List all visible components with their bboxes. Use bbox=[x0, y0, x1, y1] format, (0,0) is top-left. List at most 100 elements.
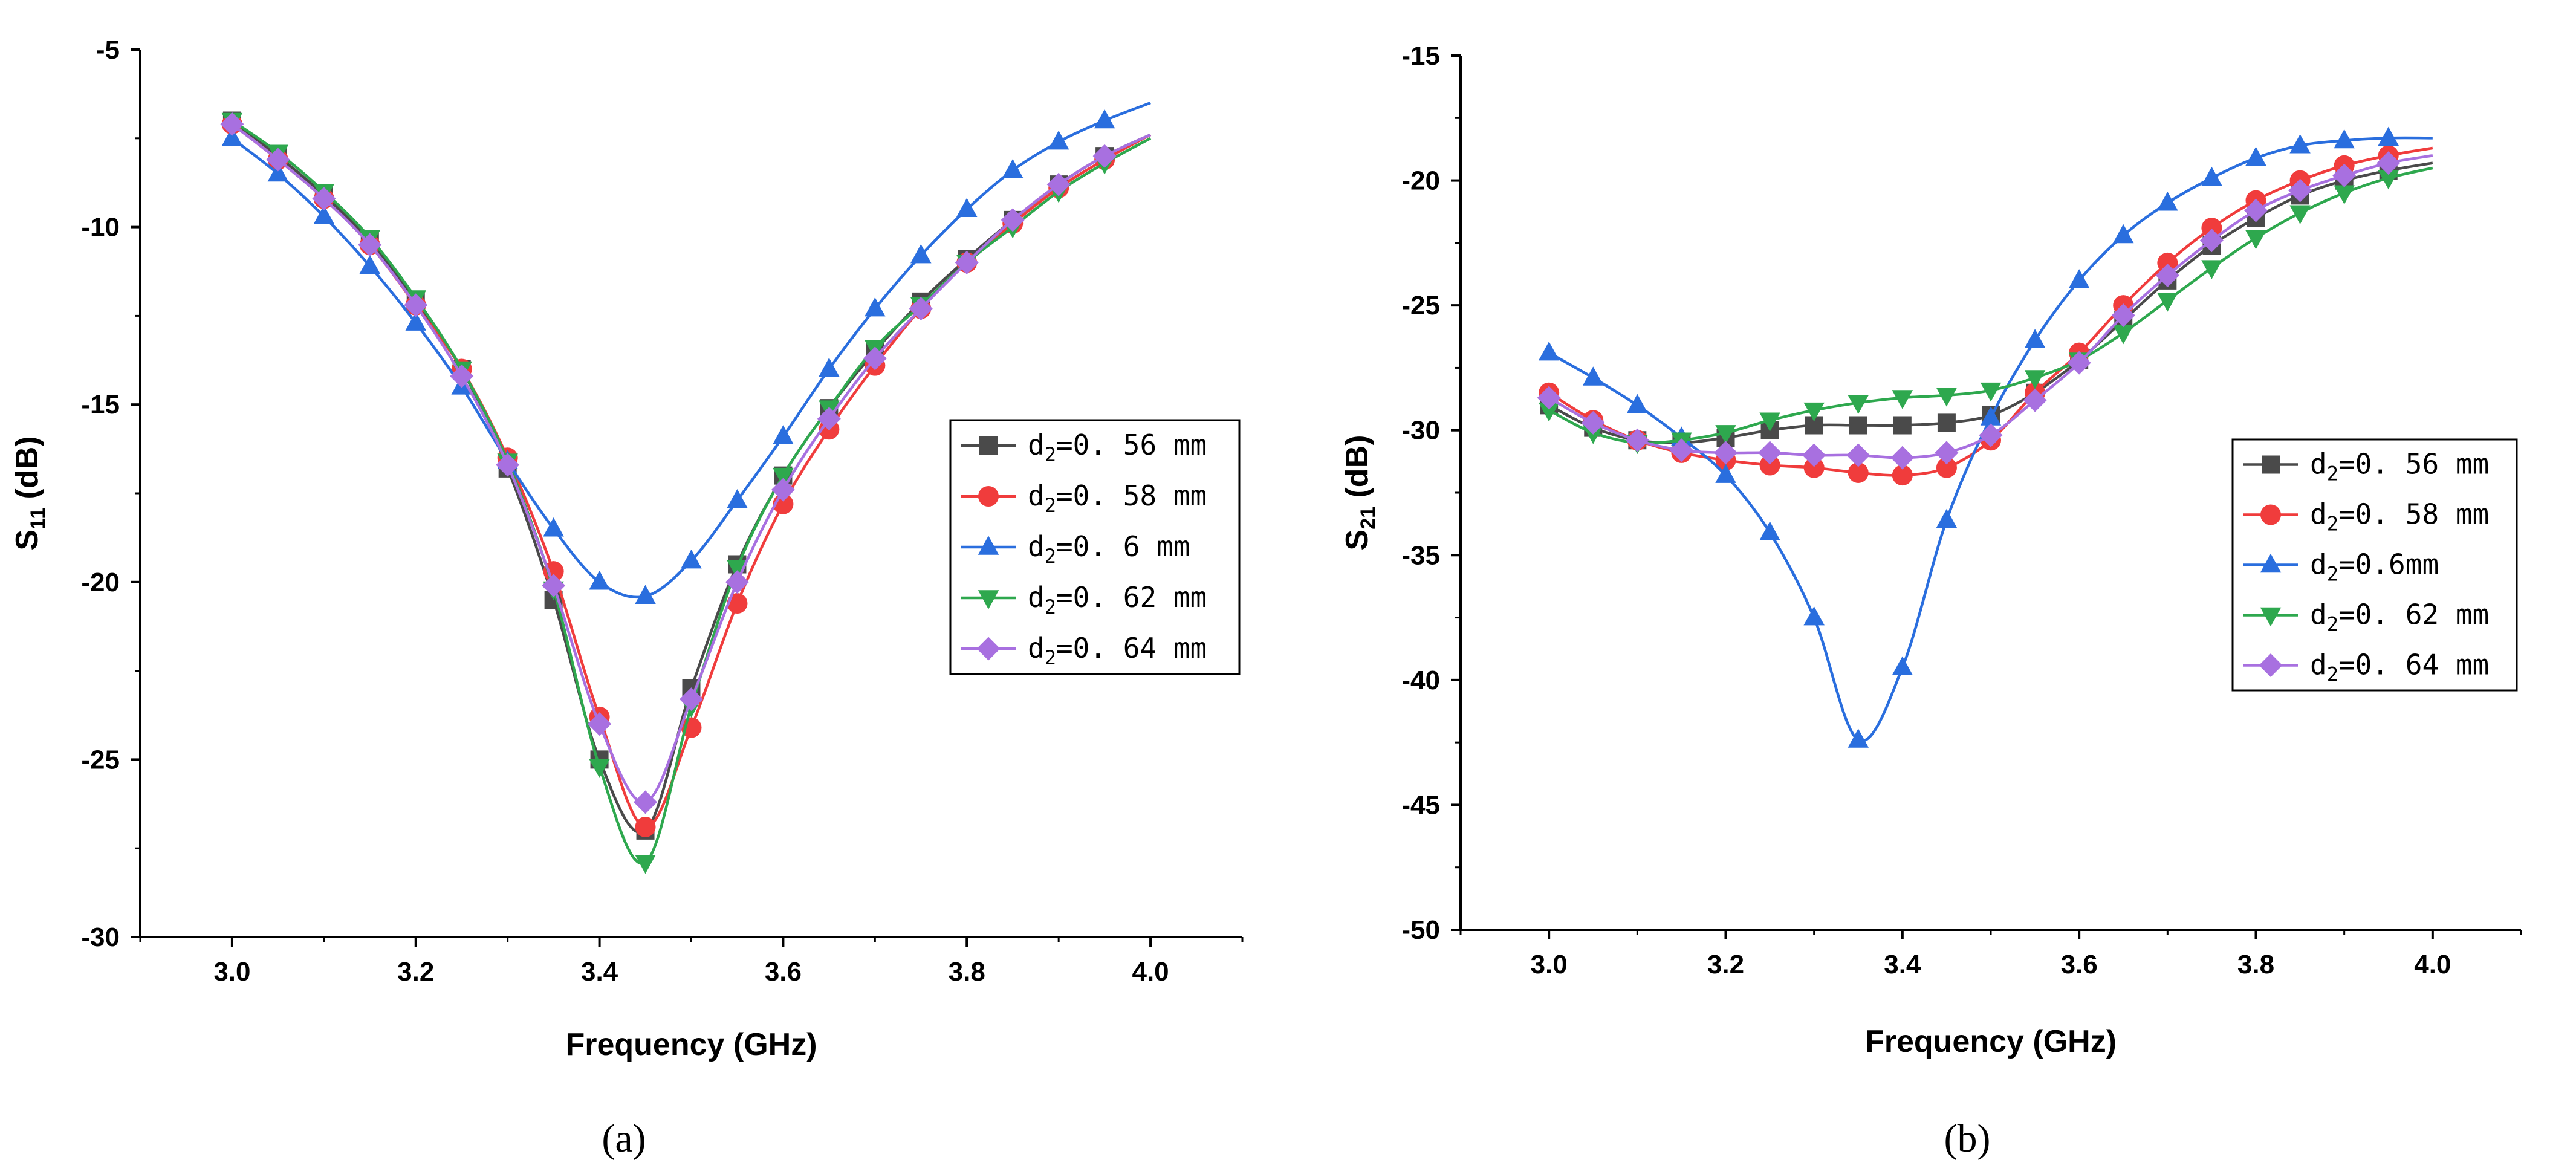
legend-label: d2=0. 6 mm bbox=[1028, 530, 1190, 568]
legend-marker bbox=[2260, 553, 2282, 573]
data-point bbox=[313, 205, 335, 224]
y-axis-title-main: S bbox=[10, 530, 45, 551]
data-point bbox=[1893, 416, 1912, 435]
data-point bbox=[543, 517, 564, 537]
legend-label: d2=0. 58 mm bbox=[2310, 498, 2489, 536]
data-point bbox=[1583, 425, 1604, 444]
data-point bbox=[2201, 218, 2222, 239]
data-point bbox=[404, 293, 428, 317]
legend-box bbox=[2231, 438, 2518, 692]
panel-caption: (b) bbox=[1944, 1117, 1991, 1161]
data-point bbox=[2024, 370, 2046, 389]
data-point bbox=[1581, 410, 1605, 435]
series-2 bbox=[1538, 126, 2433, 748]
data-point bbox=[1936, 457, 1957, 478]
data-point bbox=[496, 453, 520, 477]
data-point bbox=[1848, 728, 1869, 748]
legend-label: d2=0.6mm bbox=[2310, 548, 2439, 586]
data-point bbox=[1537, 386, 1561, 410]
y-tick-label: -45 bbox=[1401, 790, 1440, 820]
x-tick-label: 3.4 bbox=[1884, 950, 1921, 979]
y-tick-label: -40 bbox=[1401, 666, 1440, 695]
data-point bbox=[2376, 151, 2401, 175]
data-point bbox=[405, 311, 426, 331]
data-point bbox=[1803, 606, 1825, 626]
data-point bbox=[727, 560, 748, 580]
data-point bbox=[1759, 521, 1780, 540]
y-axis-title: S21 (dB) bbox=[1340, 435, 1380, 551]
data-point bbox=[1714, 441, 1737, 465]
data-point bbox=[2201, 166, 2222, 186]
y-tick-label: -10 bbox=[81, 213, 120, 242]
data-point bbox=[1980, 406, 2002, 426]
series-4 bbox=[1537, 151, 2433, 470]
y-tick-label: -25 bbox=[81, 745, 120, 774]
y-tick-label: -30 bbox=[81, 923, 120, 952]
x-axis-title: Frequency (GHz) bbox=[1865, 1024, 2117, 1059]
x-tick-label: 3.2 bbox=[397, 957, 434, 987]
y-axis-title-sub: 21 bbox=[1357, 507, 1380, 530]
data-point bbox=[1758, 441, 1782, 465]
data-point bbox=[1936, 508, 1958, 528]
data-point bbox=[773, 425, 794, 444]
data-point bbox=[1802, 443, 1826, 467]
y-tick-label: -20 bbox=[1401, 166, 1440, 196]
data-point bbox=[727, 488, 748, 508]
data-point bbox=[266, 148, 290, 172]
x-tick-label: 4.0 bbox=[2414, 950, 2451, 979]
y-tick-label: -15 bbox=[81, 390, 120, 420]
x-tick-label: 3.0 bbox=[213, 957, 250, 987]
data-point bbox=[2334, 129, 2355, 149]
legend-marker bbox=[2259, 653, 2283, 677]
data-point bbox=[2067, 351, 2091, 375]
legend-marker bbox=[2260, 607, 2282, 627]
data-point bbox=[819, 357, 840, 377]
data-point bbox=[865, 297, 886, 317]
data-point bbox=[909, 297, 933, 321]
legend-marker bbox=[978, 590, 999, 609]
data-point bbox=[2157, 293, 2178, 312]
legend-marker bbox=[976, 637, 1001, 661]
y-tick-label: -25 bbox=[1401, 291, 1440, 320]
legend-label: d2=0. 64 mm bbox=[1028, 632, 1207, 669]
data-point bbox=[727, 593, 748, 614]
series-2 bbox=[221, 101, 1151, 605]
data-point bbox=[1890, 446, 1915, 470]
x-tick-label: 3.6 bbox=[765, 957, 802, 987]
legend-marker bbox=[2262, 455, 2280, 474]
data-point bbox=[2288, 178, 2312, 203]
y-axis-title-main: S bbox=[1340, 530, 1375, 551]
data-point bbox=[2378, 170, 2399, 190]
y-axis-title-unit: (dB) bbox=[1340, 435, 1375, 507]
data-point bbox=[2378, 126, 2399, 146]
data-point bbox=[1094, 109, 1115, 129]
y-tick-label: -30 bbox=[1401, 416, 1440, 446]
x-tick-label: 3.8 bbox=[949, 957, 985, 987]
legend: d2=0. 56 mm d2=0. 58 mm d2=0. 6 mm d2=0. 62… bbox=[949, 419, 1241, 675]
y-tick-label: -35 bbox=[1401, 540, 1440, 570]
data-point bbox=[635, 816, 656, 837]
data-point bbox=[863, 346, 887, 371]
data-point bbox=[771, 478, 795, 502]
y-tick-label: -20 bbox=[81, 568, 120, 597]
data-point bbox=[956, 198, 978, 217]
data-point bbox=[1935, 441, 1959, 465]
data-point bbox=[2332, 163, 2357, 187]
series-0 bbox=[1540, 161, 2433, 452]
x-tick-label: 4.0 bbox=[1132, 957, 1169, 987]
data-point bbox=[312, 187, 336, 211]
data-point bbox=[725, 570, 749, 594]
data-point bbox=[1715, 464, 1736, 483]
data-point bbox=[2245, 230, 2266, 250]
y-tick-label: -5 bbox=[96, 35, 120, 65]
data-point bbox=[2199, 229, 2224, 253]
x-tick-label: 3.0 bbox=[1531, 950, 1568, 979]
data-point bbox=[2023, 388, 2047, 412]
data-point bbox=[1849, 416, 1867, 435]
legend-label: d2=0. 56 mm bbox=[1028, 429, 1207, 466]
data-point bbox=[1892, 656, 1913, 675]
legend: d2=0. 56 mm d2=0. 58 mm d2=0.6mm d2=0. 62 m… bbox=[2231, 438, 2518, 692]
data-point bbox=[910, 244, 932, 264]
data-point bbox=[589, 759, 610, 778]
legend-marker bbox=[978, 536, 999, 555]
